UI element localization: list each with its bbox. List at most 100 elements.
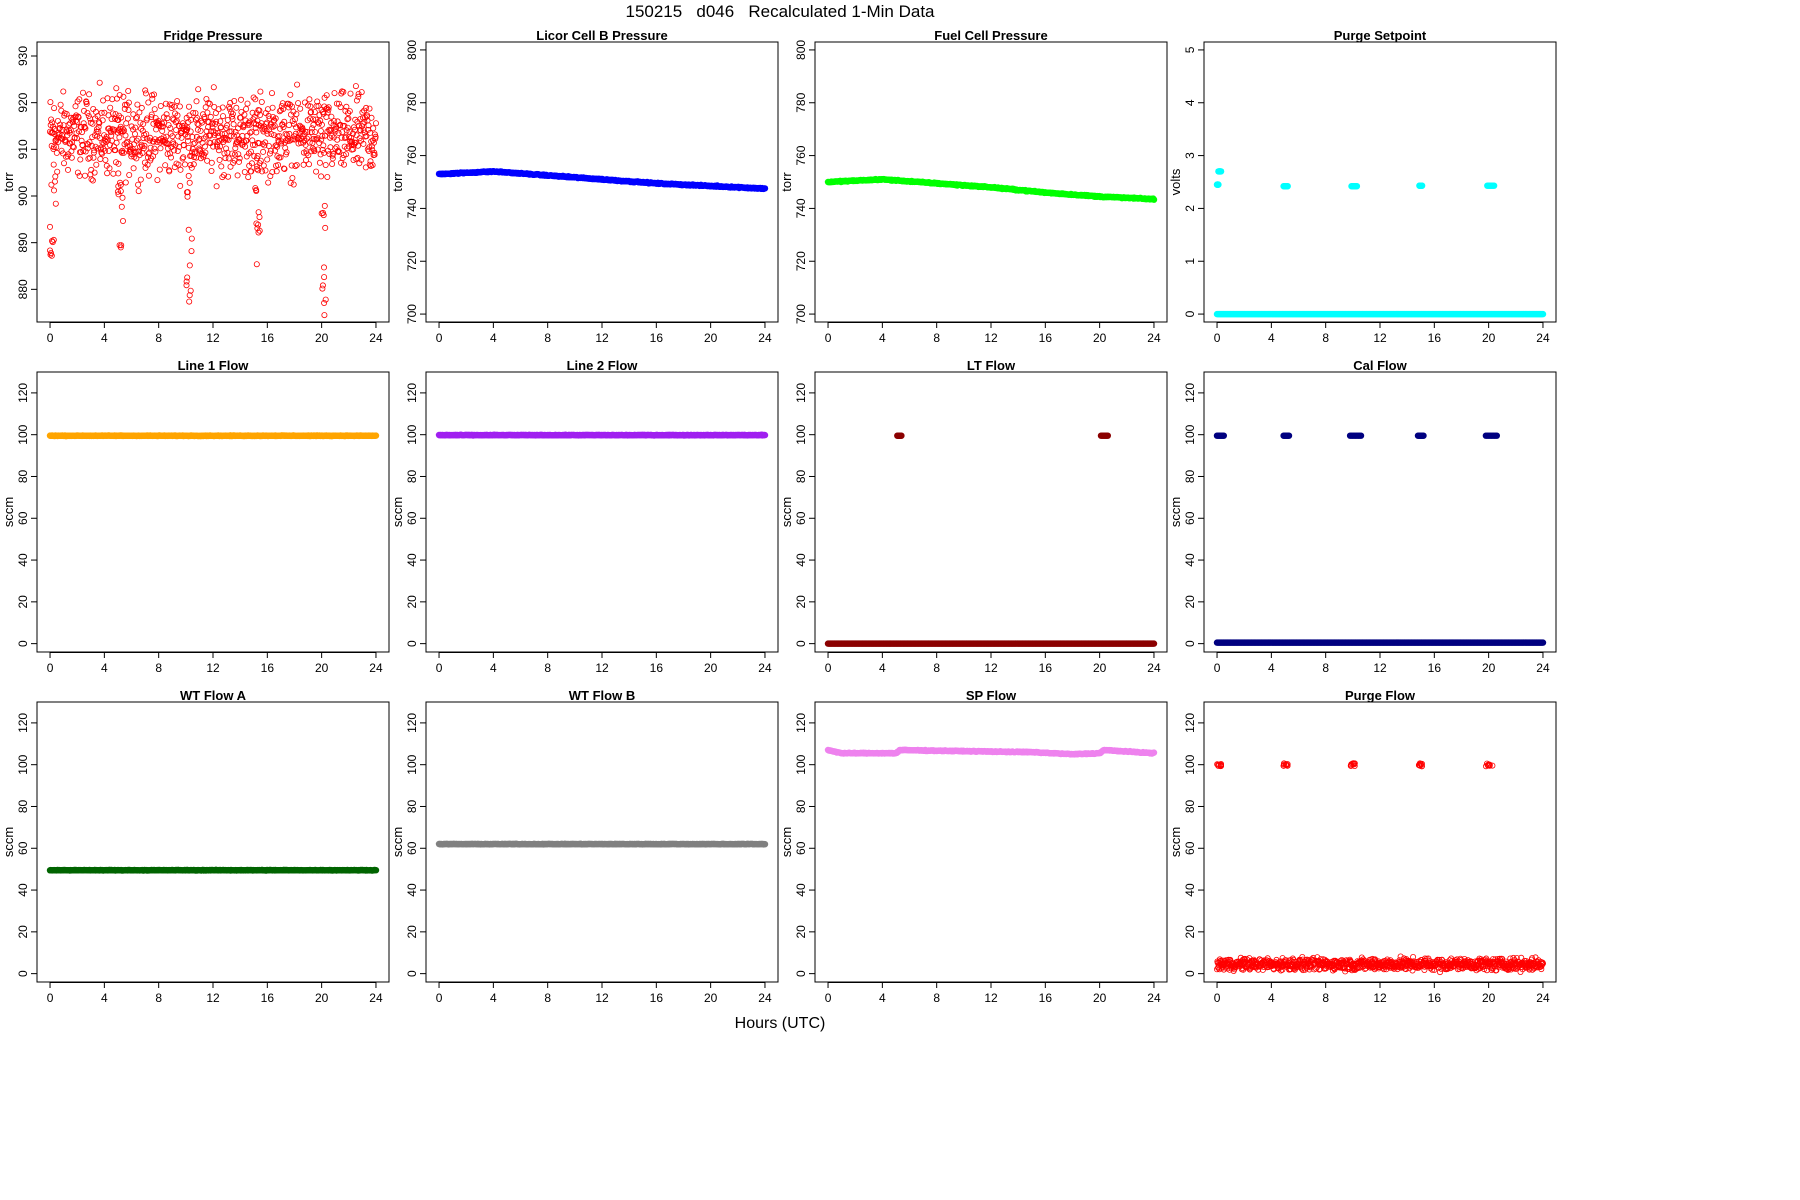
data-point [102,147,109,154]
data-point [82,125,89,132]
data-point [57,121,64,128]
x-tick-label: 0 [1214,331,1221,345]
panel-title: Line 2 Flow [567,358,639,373]
data-point [260,148,267,155]
x-tick-label: 16 [1039,331,1053,345]
data-point [166,168,173,175]
data-point [1420,432,1427,439]
y-tick-label: 100 [794,424,808,444]
y-tick-label: 100 [405,424,419,444]
plot-frame [36,41,390,323]
data-point [89,177,96,184]
y-tick-label: 760 [405,145,419,165]
data-point [293,111,300,118]
data-point [70,119,77,126]
data-point [342,133,349,140]
y-tick-label: 700 [405,304,419,324]
data-point [110,170,117,177]
data-point [119,149,126,156]
data-point [326,150,333,157]
data-point [264,156,271,163]
data-point [234,172,241,179]
data-point [118,242,125,249]
data-point [303,150,310,157]
data-point [249,141,256,148]
data-point [187,161,194,168]
x-tick-label: 24 [1147,331,1161,345]
data-point [152,148,159,155]
x-tick-label: 16 [650,661,664,675]
data-point [188,116,195,123]
x-tick-label: 20 [1093,331,1107,345]
data-point [162,162,169,169]
data-point [91,169,98,176]
x-tick-label: 0 [47,331,54,345]
data-point [368,114,375,121]
data-point [328,113,335,120]
data-point [80,147,87,154]
x-tick-label: 4 [490,661,497,675]
data-point [256,214,263,221]
y-tick-label: 0 [1183,640,1197,647]
y-tick-label: 20 [405,595,419,609]
data-point [156,166,163,173]
data-point [147,144,154,151]
x-tick-label: 12 [1373,661,1387,675]
data-point [231,151,238,158]
panel-title: Line 1 Flow [178,358,250,373]
y-tick-label: 40 [405,553,419,567]
data-point [131,130,138,137]
x-tick-label: 4 [1268,661,1275,675]
x-tick-label: 0 [825,331,832,345]
data-point [293,124,300,131]
x-tick-label: 4 [101,661,108,675]
data-point [898,432,905,439]
data-point [82,148,89,155]
data-point [369,146,376,153]
data-point [1150,640,1158,647]
data-point [328,132,335,139]
data-point [102,156,109,163]
data-point [133,137,140,144]
data-point [275,161,282,168]
y-tick-label: 60 [16,511,30,525]
data-point [95,128,102,135]
data-point [265,112,272,119]
data-point [353,97,360,104]
data-point [337,104,344,111]
data-point [189,133,196,140]
data-point [305,152,312,159]
data-point [116,134,123,141]
data-point [218,131,225,138]
data-point [65,121,72,128]
x-tick-label: 8 [933,661,940,675]
data-point [176,103,183,110]
data-point [307,108,314,115]
data-point [89,120,96,127]
data-point [50,144,57,151]
x-tick-label: 12 [206,331,220,345]
data-point [253,220,260,227]
data-point [116,92,123,99]
data-point [80,89,87,96]
data-point [257,157,264,164]
data-point [359,120,366,127]
data-point [320,212,327,219]
data-point [269,168,276,175]
data-point [159,123,166,130]
data-point [178,134,185,141]
data-point [319,133,326,140]
data-point [253,261,260,268]
x-tick-label: 0 [825,661,832,675]
x-tick-label: 24 [1536,661,1550,675]
data-point [145,172,152,179]
data-point [49,239,56,246]
data-point [290,181,297,188]
data-point [273,168,280,175]
data-point [311,148,318,155]
data-point [202,133,209,140]
data-point [250,94,257,101]
x-tick-label: 8 [155,661,162,675]
